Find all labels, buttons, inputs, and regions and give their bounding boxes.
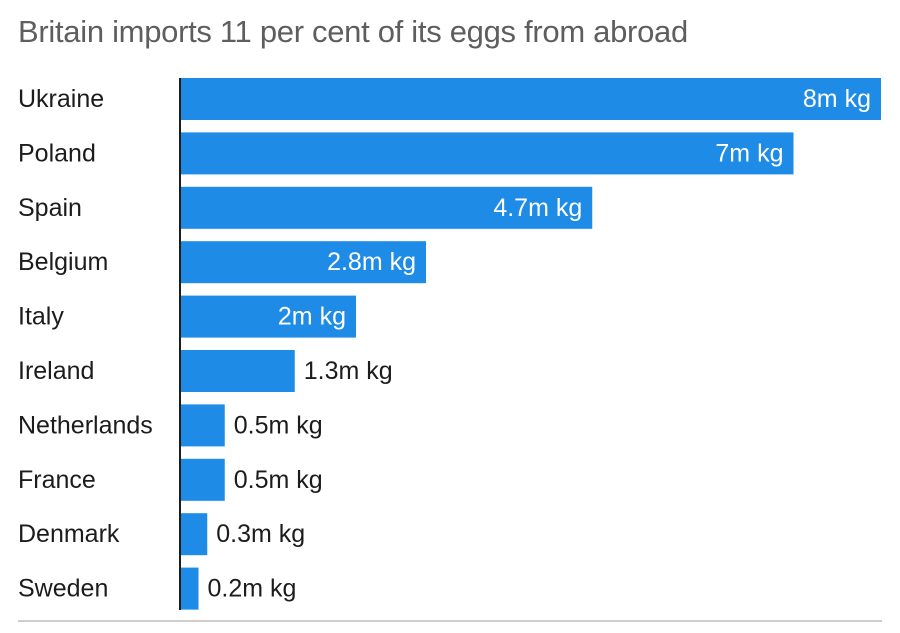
bar [181, 78, 881, 120]
bar [181, 567, 199, 610]
category-label: Sweden [18, 575, 108, 603]
value-label: 0.5m kg [234, 466, 323, 494]
value-label: 7m kg [715, 139, 783, 167]
category-label: Netherlands [18, 411, 153, 439]
bar [181, 186, 593, 229]
bar [181, 458, 225, 501]
chart-title: Britain imports 11 per cent of its eggs … [18, 14, 688, 49]
category-label: Italy [18, 303, 64, 331]
category-label: Ireland [18, 357, 94, 385]
value-label: 4.7m kg [493, 194, 582, 222]
bar [181, 513, 208, 556]
value-label: 1.3m kg [304, 357, 393, 385]
value-label: 8m kg [803, 85, 871, 113]
value-label: 0.5m kg [234, 411, 323, 439]
category-label: Ukraine [18, 85, 104, 113]
category-label: Poland [18, 139, 96, 167]
bar [181, 132, 794, 175]
value-label: 2.8m kg [327, 248, 416, 276]
value-label: 0.3m kg [216, 520, 305, 548]
category-label: Denmark [18, 520, 120, 548]
bar [181, 295, 356, 338]
bar [181, 350, 295, 392]
bar [181, 241, 426, 284]
category-label: Spain [18, 194, 82, 222]
bars-layer: Ukraine 8m kg Poland 7m kg Spain 4.7m kg Belgi… [18, 78, 881, 610]
category-label: Belgium [18, 248, 108, 276]
category-label: France [18, 466, 96, 494]
value-label: 2m kg [278, 303, 346, 331]
value-label: 0.2m kg [208, 575, 297, 603]
bar [181, 404, 225, 447]
